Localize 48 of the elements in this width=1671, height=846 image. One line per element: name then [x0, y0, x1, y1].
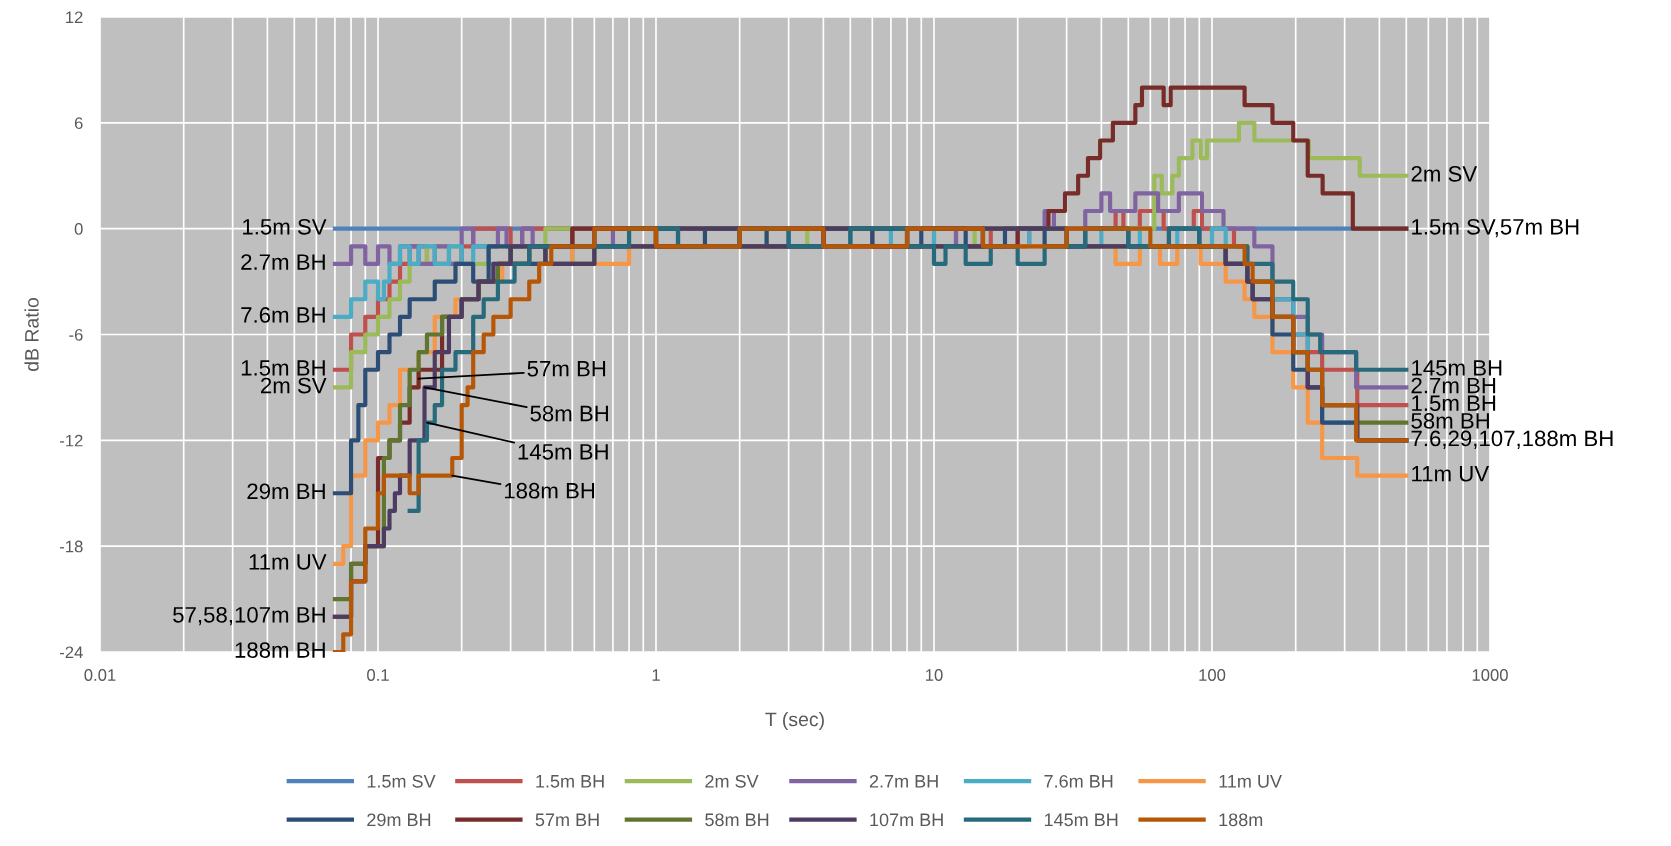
annotation: 58m BH — [530, 405, 608, 422]
legend-label: 11m UV — [1219, 775, 1282, 788]
legend-label: 7.6m BH — [1044, 774, 1113, 788]
x-tick-label: 10 — [926, 669, 943, 681]
y-tick-label: 6 — [74, 117, 83, 130]
legend-label: 188m — [1219, 813, 1263, 827]
y-tick-label: -24 — [59, 646, 83, 659]
x-tick-label: 100 — [1199, 669, 1226, 681]
legend-label: 145m BH — [1044, 813, 1118, 827]
legend-label: 1.5m BH — [536, 775, 604, 788]
annotation: 1.5m BH — [1412, 395, 1496, 412]
y-axis-title: dB Ratio — [24, 298, 39, 371]
annotation: 2m SV — [1411, 165, 1478, 182]
legend-label: 107m BH — [870, 813, 943, 827]
annotation: 145m BH — [1412, 360, 1502, 376]
annotation: 2.7m BH — [1411, 377, 1496, 394]
annotation: 145m BH — [518, 444, 608, 460]
annotation: 57,58,107m BH — [173, 606, 325, 626]
x-axis-title: T (sec) — [765, 711, 824, 731]
y-tick-label: -18 — [59, 540, 83, 553]
legend-label: 2.7m BH — [869, 774, 938, 788]
annotation: 188m BH — [235, 642, 325, 658]
annotation: 188m BH — [504, 482, 595, 499]
legend-label: 57m BH — [535, 813, 599, 827]
y-tick-label: -12 — [59, 434, 83, 447]
annotation: 1.5m SV,57m BH — [1412, 218, 1579, 238]
y-tick-label: 0 — [74, 223, 83, 235]
annotation: 58m BH — [1411, 412, 1489, 429]
legend-label: 29m BH — [367, 813, 431, 827]
x-tick-label: 1000 — [1472, 669, 1508, 681]
annotation: 29m BH — [247, 483, 325, 500]
x-tick-label: 1 — [652, 669, 660, 681]
x-tick-label: 0.01 — [84, 669, 116, 681]
annotation: 2.7m BH — [241, 254, 325, 270]
annotation: 1.5m SV — [243, 218, 327, 235]
annotation: 11m UV — [1412, 466, 1490, 482]
y-tick-label: -6 — [69, 328, 83, 341]
legend-label: 58m BH — [705, 813, 769, 827]
annotation: 1.5m BH — [241, 360, 325, 376]
annotation: 7.6,29,107,188m BH — [1411, 430, 1613, 449]
annotation: 11m UV — [249, 554, 327, 570]
y-tick-label: 12 — [66, 11, 83, 24]
annotation: 57m BH — [527, 361, 606, 377]
annotation: 2m SV — [261, 377, 327, 394]
annotation: 7.6m BH — [241, 307, 325, 323]
legend-label: 2m SV — [705, 774, 759, 788]
legend-label: 1.5m SV — [367, 774, 436, 788]
x-tick-label: 0.1 — [367, 669, 389, 681]
